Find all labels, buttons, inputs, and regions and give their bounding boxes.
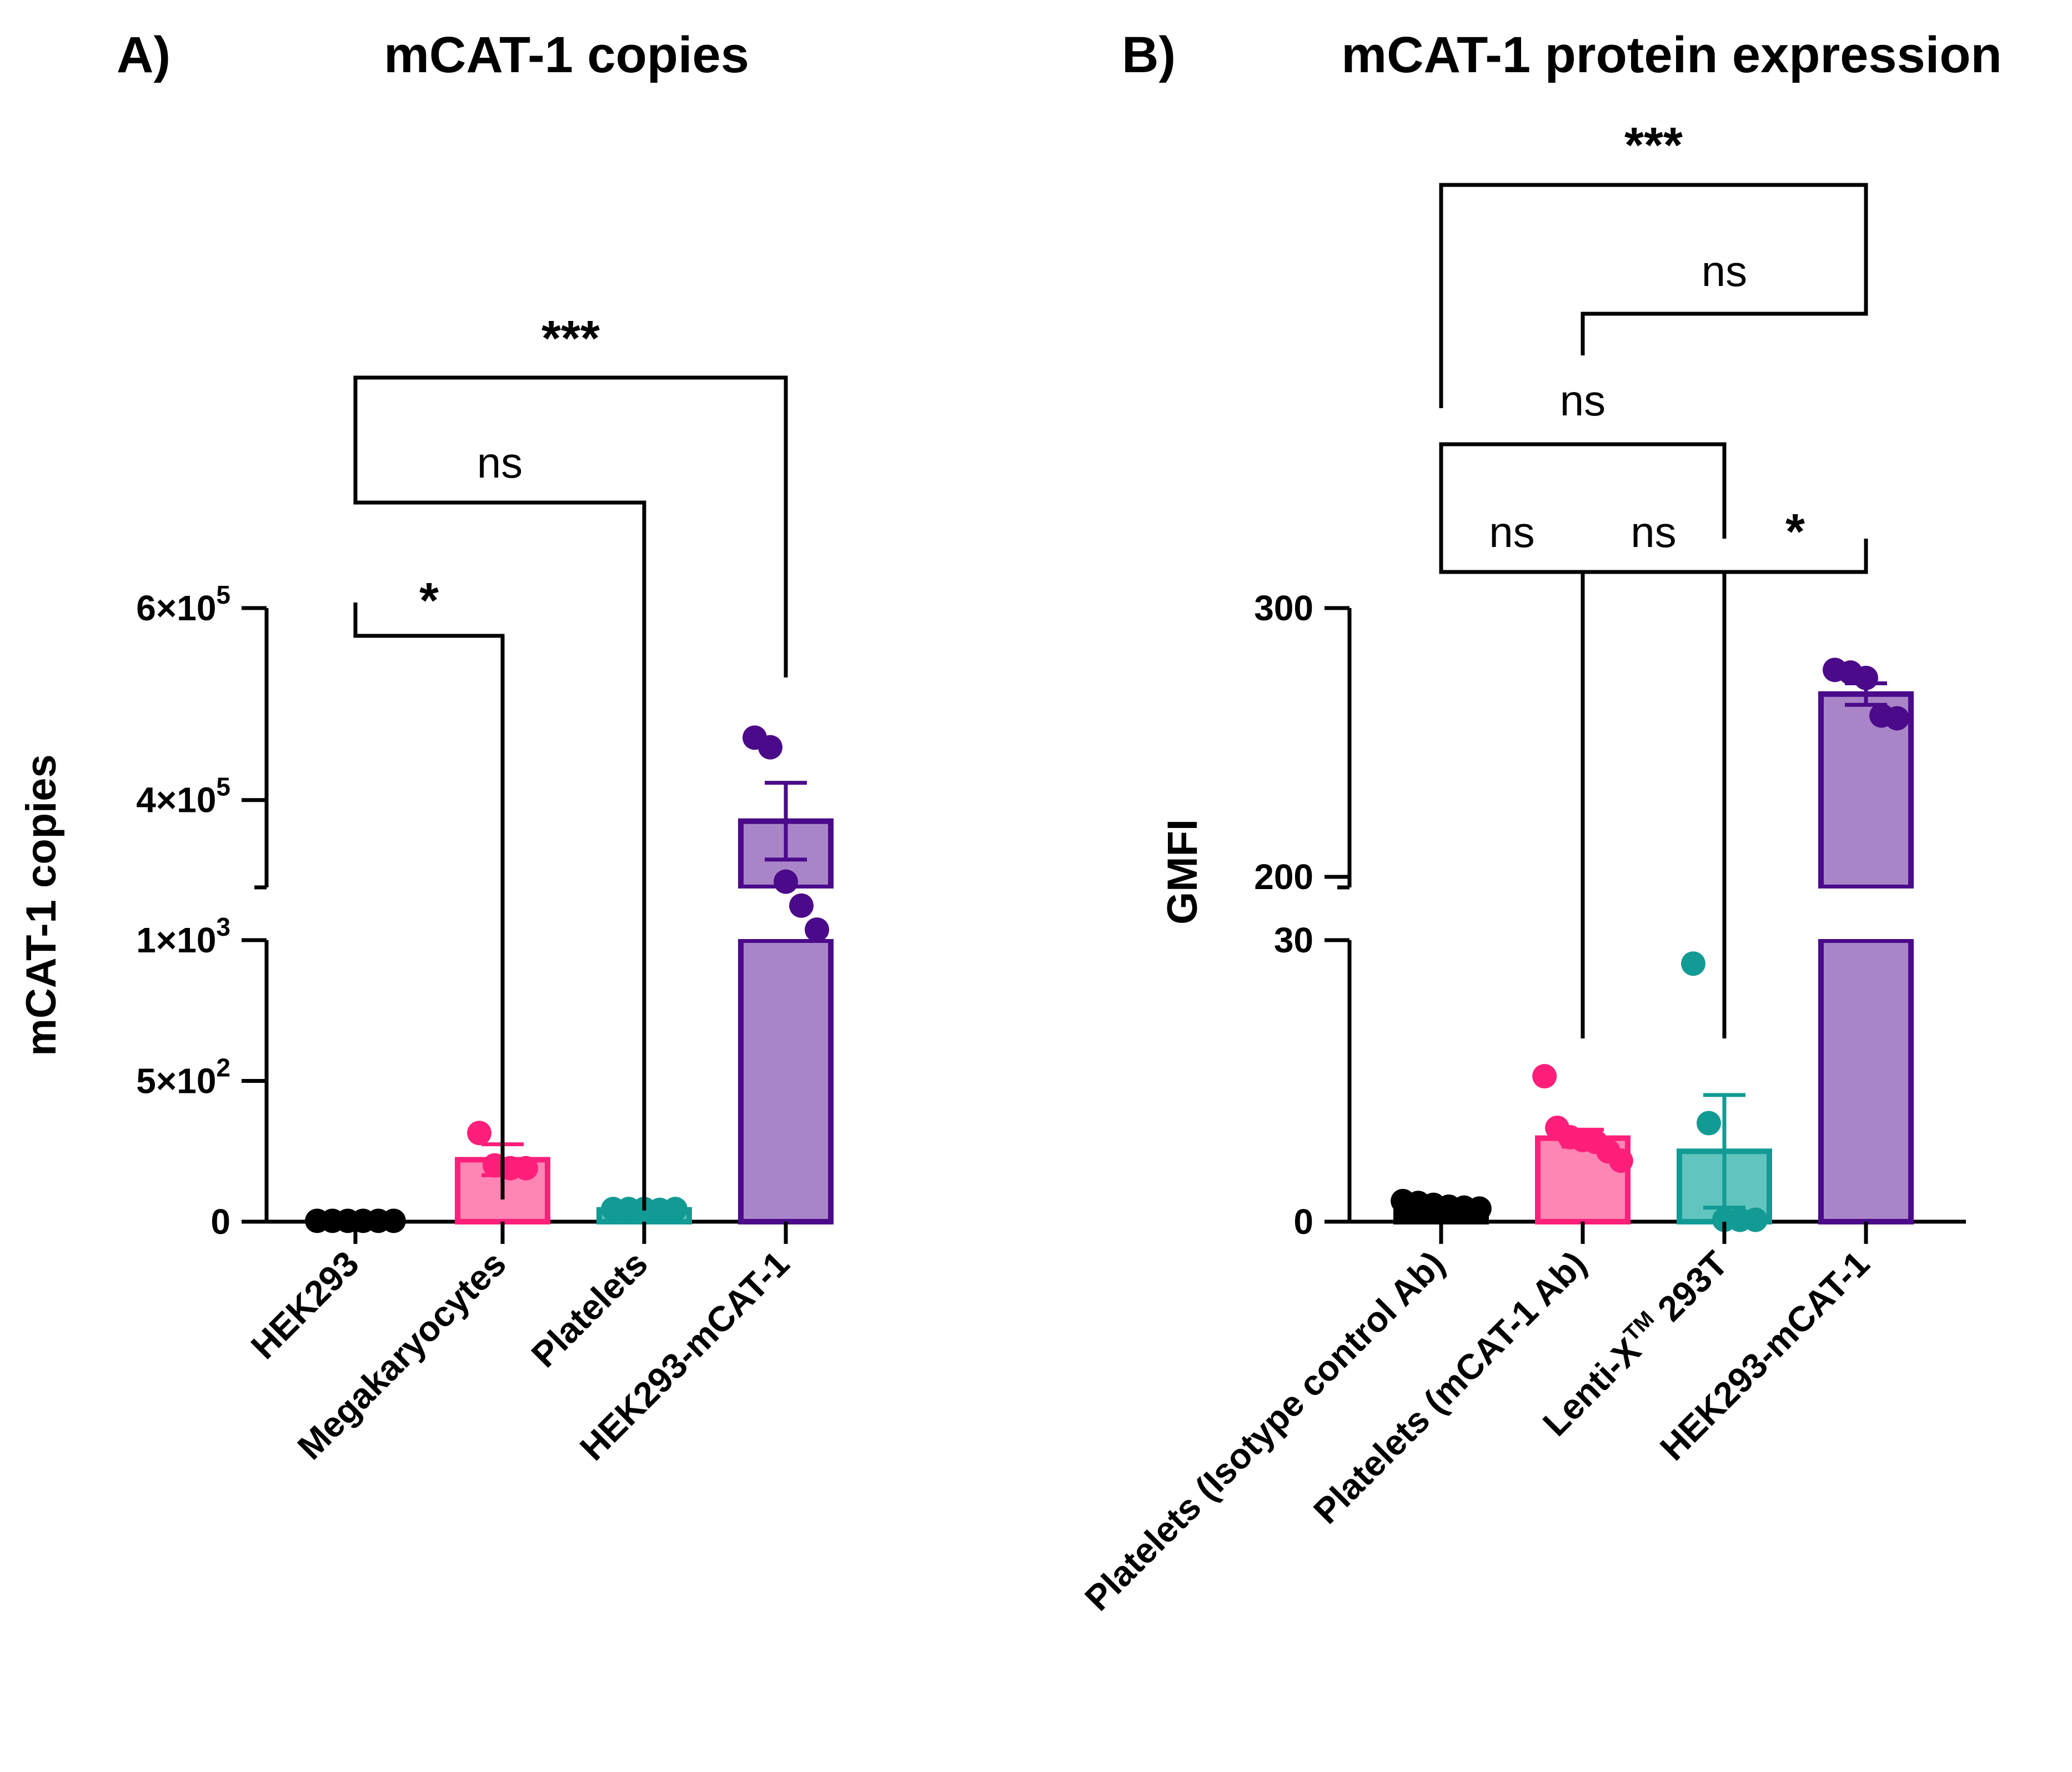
a-y-tick-label: 6×105: [136, 580, 230, 628]
b-category-label: Platelets (mCAT-1 Ab): [1306, 1243, 1594, 1532]
b-significance-bracket: ns: [1439, 376, 1727, 539]
a-bar: [738, 937, 834, 1224]
b-data-point: [1681, 951, 1705, 976]
b-data-point: [1854, 665, 1878, 690]
b-bar-group: [1817, 657, 1915, 1224]
a-data-point: [758, 735, 782, 760]
b-data-point: [1608, 1148, 1633, 1173]
a-data-point: [789, 893, 814, 918]
b-data-point: [1697, 1111, 1721, 1136]
b-significance-bracket: ns: [1439, 508, 1585, 1038]
b-y-tick-label: 30: [1274, 920, 1313, 960]
b-bracket-line: [1722, 539, 1868, 1038]
b-significance-label: ns: [1702, 247, 1747, 295]
b-significance-label: *: [1785, 504, 1805, 560]
b-significance-label: ns: [1489, 508, 1534, 556]
a-bracket-line: [353, 375, 788, 677]
b-significance-label: ns: [1560, 376, 1606, 425]
panel-b-letter: B): [1122, 27, 1176, 83]
a-data-point: [774, 869, 798, 894]
a-data-point: [381, 1208, 406, 1233]
panel-a-plot: 05×1021×1034×1056×105HEK293Megakaryocyte…: [136, 311, 835, 1468]
a-bar-group: [736, 725, 835, 1224]
a-y-tick-label: 1×103: [136, 912, 230, 960]
panel-b-title: mCAT-1 protein expression: [1341, 27, 2001, 83]
b-bar: [1818, 691, 1914, 890]
b-bar-break-gap: [1817, 888, 1915, 939]
a-data-point: [514, 1156, 538, 1181]
b-significance-label: ns: [1630, 508, 1676, 556]
b-data-point: [1743, 1207, 1768, 1232]
a-category-label: Platelets: [524, 1243, 655, 1375]
b-bar-group: [1391, 1188, 1492, 1224]
b-y-tick-label: 0: [1293, 1202, 1313, 1242]
panel-a-letter: A): [117, 27, 170, 83]
panel-b-y-axis-label: GMFI: [1159, 819, 1206, 925]
a-data-point: [663, 1197, 688, 1222]
a-significance-bracket: ns: [353, 438, 646, 1211]
a-bracket-line: [353, 469, 646, 1211]
a-data-point: [805, 917, 829, 942]
a-category-label: HEK293: [243, 1243, 367, 1367]
panel-a-y-axis-label: mCAT-1 copies: [18, 754, 65, 1056]
a-significance-label: *: [419, 573, 439, 629]
b-significance-bracket: *: [1722, 504, 1868, 1038]
panel-a-title: mCAT-1 copies: [384, 27, 749, 83]
a-significance-bracket: *: [353, 573, 505, 1199]
a-significance-label: ns: [477, 438, 523, 487]
b-bar-group: [1532, 1064, 1633, 1225]
b-data-point: [1467, 1196, 1492, 1221]
b-significance-bracket: ***: [1439, 118, 1868, 408]
b-significance-label: ***: [1624, 118, 1683, 173]
a-significance-bracket: ***: [353, 311, 788, 677]
b-y-tick-label: 200: [1254, 857, 1313, 897]
a-bracket-line: [353, 603, 505, 1199]
b-bar-group: [1677, 951, 1772, 1232]
a-y-tick-label: 4×105: [136, 772, 230, 820]
b-data-point: [1532, 1064, 1557, 1089]
b-significance-bracket: ns: [1581, 508, 1727, 1038]
a-y-tick-label: 0: [210, 1202, 230, 1242]
b-data-point: [1885, 706, 1909, 731]
a-y-tick-label: 5×102: [136, 1053, 230, 1101]
b-y-tick-label: 300: [1254, 588, 1313, 628]
b-bracket-line: [1439, 442, 1727, 539]
b-significance-bracket: ns: [1581, 247, 1868, 355]
b-bracket-line: [1439, 539, 1585, 1038]
b-bar: [1818, 937, 1914, 1224]
b-bracket-line: [1439, 183, 1868, 408]
a-bar-group: [305, 1208, 406, 1233]
a-significance-label: ***: [541, 311, 600, 367]
b-bracket-line: [1581, 280, 1868, 355]
a-data-point: [467, 1121, 491, 1146]
